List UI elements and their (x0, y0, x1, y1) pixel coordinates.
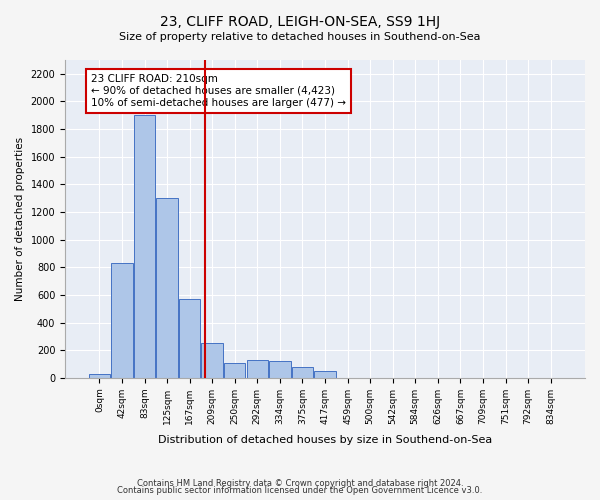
Y-axis label: Number of detached properties: Number of detached properties (15, 137, 25, 301)
Bar (134, 116, 155, 378)
Bar (292, 366, 313, 378)
Text: Contains public sector information licensed under the Open Government Licence v3: Contains public sector information licen… (118, 486, 482, 495)
Bar (111, 263, 133, 378)
Bar (247, 360, 268, 378)
Bar (179, 299, 200, 378)
Bar (202, 343, 223, 378)
Text: 23 CLIFF ROAD: 210sqm
← 90% of detached houses are smaller (4,423)
10% of semi-d: 23 CLIFF ROAD: 210sqm ← 90% of detached … (91, 74, 346, 108)
Bar (314, 371, 336, 378)
Bar (224, 362, 245, 378)
Bar (89, 374, 110, 378)
Bar (269, 361, 290, 378)
Text: Contains HM Land Registry data © Crown copyright and database right 2024.: Contains HM Land Registry data © Crown c… (137, 478, 463, 488)
Bar (157, 198, 178, 378)
Text: 23, CLIFF ROAD, LEIGH-ON-SEA, SS9 1HJ: 23, CLIFF ROAD, LEIGH-ON-SEA, SS9 1HJ (160, 15, 440, 29)
Text: Size of property relative to detached houses in Southend-on-Sea: Size of property relative to detached ho… (119, 32, 481, 42)
X-axis label: Distribution of detached houses by size in Southend-on-Sea: Distribution of detached houses by size … (158, 435, 492, 445)
